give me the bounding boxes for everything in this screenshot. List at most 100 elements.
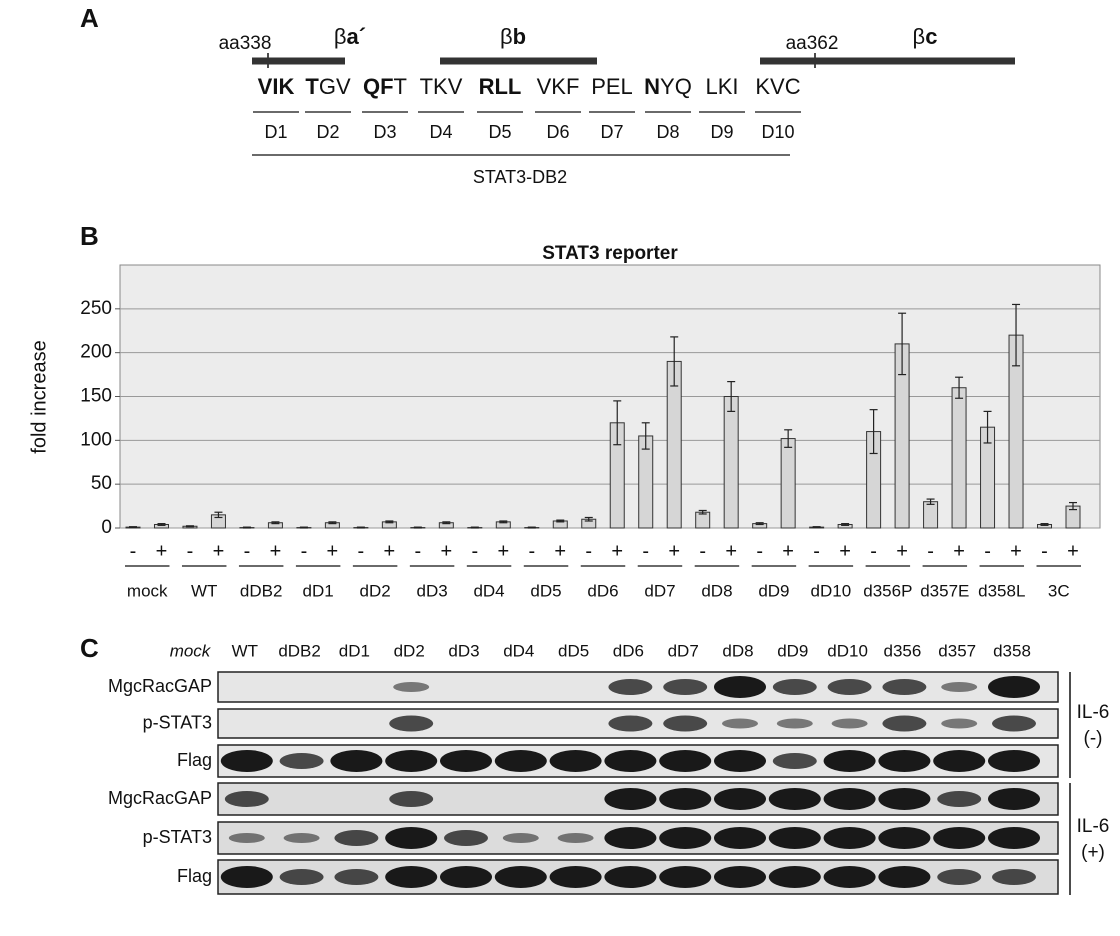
category-label: dD3 bbox=[416, 581, 447, 600]
band bbox=[221, 866, 273, 888]
codon-part: TKV bbox=[420, 74, 463, 99]
y-tick-label: 250 bbox=[80, 298, 112, 319]
strand-greek: β bbox=[500, 24, 513, 49]
bar bbox=[639, 436, 653, 528]
codon-part: VKF bbox=[537, 74, 580, 99]
lane-label: d356 bbox=[883, 641, 921, 660]
x-tick-label: - bbox=[984, 540, 991, 562]
x-tick-label: + bbox=[668, 540, 680, 562]
strand-letter: c bbox=[925, 24, 937, 49]
domain-label: D10 bbox=[761, 122, 794, 142]
band bbox=[882, 716, 926, 732]
band bbox=[284, 833, 320, 843]
domain-label: D3 bbox=[373, 122, 396, 142]
strand-letter: a´ bbox=[347, 24, 367, 49]
x-tick-label: + bbox=[1067, 540, 1079, 562]
domain-label: D6 bbox=[546, 122, 569, 142]
condition-state: (+) bbox=[1081, 842, 1105, 863]
codon-part: PEL bbox=[591, 74, 633, 99]
row-label: Flag bbox=[177, 866, 212, 886]
band bbox=[495, 866, 547, 888]
condition-treatment: IL-6 bbox=[1077, 816, 1110, 837]
band bbox=[824, 750, 876, 772]
x-tick-label: - bbox=[415, 540, 422, 562]
x-tick-label: + bbox=[839, 540, 851, 562]
band bbox=[229, 833, 265, 843]
band bbox=[992, 716, 1036, 732]
band bbox=[714, 676, 766, 698]
band bbox=[714, 788, 766, 810]
chart-title: STAT3 reporter bbox=[542, 243, 678, 264]
lane-label: d357 bbox=[938, 641, 976, 660]
band bbox=[941, 719, 977, 729]
y-tick-label: 100 bbox=[80, 429, 112, 450]
band bbox=[769, 827, 821, 849]
category-label: mock bbox=[127, 581, 168, 600]
codon-part: KVC bbox=[755, 74, 800, 99]
bar bbox=[924, 502, 938, 528]
codon: PEL bbox=[591, 74, 633, 99]
x-tick-label: - bbox=[642, 540, 649, 562]
x-tick-label: - bbox=[471, 540, 478, 562]
band bbox=[878, 788, 930, 810]
lane-label: mock bbox=[170, 641, 212, 660]
strand-greek: β bbox=[334, 24, 347, 49]
x-tick-label: - bbox=[301, 540, 308, 562]
x-tick-label: - bbox=[244, 540, 251, 562]
lane-label: dD7 bbox=[668, 641, 699, 660]
category-label: d357E bbox=[920, 581, 969, 600]
position-label: aa362 bbox=[786, 33, 839, 54]
band bbox=[828, 679, 872, 695]
band bbox=[385, 827, 437, 849]
strand-letter: b bbox=[513, 24, 526, 49]
category-label: dD9 bbox=[758, 581, 789, 600]
y-tick-label: 150 bbox=[80, 386, 112, 407]
strand-label: βc bbox=[913, 24, 938, 49]
category-label: dDB2 bbox=[240, 581, 283, 600]
panel-label: B bbox=[80, 221, 99, 251]
category-label: dD7 bbox=[644, 581, 675, 600]
x-tick-label: + bbox=[213, 540, 225, 562]
category-label: dD1 bbox=[303, 581, 334, 600]
category-label: dD10 bbox=[811, 581, 852, 600]
band bbox=[878, 750, 930, 772]
band bbox=[330, 750, 382, 772]
region-label: STAT3-DB2 bbox=[473, 167, 567, 187]
row-label: p-STAT3 bbox=[143, 827, 212, 847]
x-tick-label: + bbox=[782, 540, 794, 562]
band bbox=[440, 866, 492, 888]
codon: LKI bbox=[705, 74, 738, 99]
band bbox=[604, 750, 656, 772]
bar bbox=[781, 439, 795, 528]
x-tick-label: - bbox=[1041, 540, 1048, 562]
band bbox=[280, 753, 324, 769]
lane-label: dD2 bbox=[394, 641, 425, 660]
category-label: dD2 bbox=[360, 581, 391, 600]
x-tick-label: - bbox=[130, 540, 137, 562]
band bbox=[824, 866, 876, 888]
band bbox=[769, 788, 821, 810]
lane-label: dD9 bbox=[777, 641, 808, 660]
codon: QFT bbox=[363, 74, 407, 99]
codon-part: YQ bbox=[660, 74, 692, 99]
x-tick-label: - bbox=[358, 540, 365, 562]
band bbox=[334, 830, 378, 846]
band bbox=[722, 719, 758, 729]
x-tick-label: + bbox=[896, 540, 908, 562]
band bbox=[550, 866, 602, 888]
band bbox=[941, 682, 977, 692]
band bbox=[503, 833, 539, 843]
band bbox=[714, 866, 766, 888]
band bbox=[659, 866, 711, 888]
bar bbox=[696, 512, 710, 528]
codon: TGV bbox=[305, 74, 351, 99]
band bbox=[714, 750, 766, 772]
codon: VKF bbox=[537, 74, 580, 99]
row-label: MgcRacGAP bbox=[108, 676, 212, 696]
codon-part: N bbox=[644, 74, 660, 99]
x-tick-label: + bbox=[156, 540, 168, 562]
domain-label: D7 bbox=[600, 122, 623, 142]
x-tick-label: - bbox=[927, 540, 934, 562]
strand-greek: β bbox=[913, 24, 926, 49]
